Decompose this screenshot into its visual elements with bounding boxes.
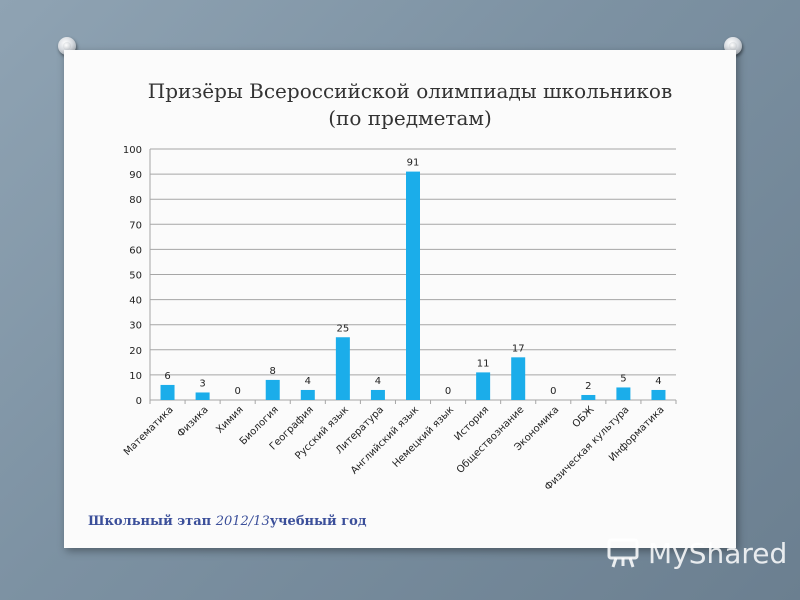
data-label: 0: [445, 386, 451, 397]
bar: [651, 389, 666, 400]
bar: [476, 372, 491, 400]
data-label: 6: [164, 371, 170, 382]
x-tick-label: Химия: [214, 404, 245, 435]
watermark: MyShared: [606, 533, 787, 573]
data-label: 91: [407, 158, 420, 169]
y-tick-label: 60: [129, 245, 142, 256]
y-tick-label: 80: [129, 195, 142, 206]
footer-prefix: Школьный этап: [88, 514, 212, 529]
bar: [511, 357, 526, 400]
chart-title-line2: (по предметам): [328, 106, 492, 130]
x-tick-label: Математика: [122, 404, 176, 458]
data-label: 3: [199, 378, 205, 389]
y-tick-label: 0: [136, 396, 142, 407]
data-label: 17: [512, 343, 525, 354]
bar: [581, 394, 596, 400]
x-tick-label: Обществознание: [455, 404, 527, 476]
data-label: 25: [336, 323, 349, 334]
bar: [300, 389, 315, 400]
footer-caption: Школьный этап 2012/13учебный год: [88, 514, 367, 529]
chart-title-line1: Призёры Всероссийской олимпиады школьник…: [147, 79, 673, 103]
y-tick-label: 20: [129, 346, 142, 357]
bar: [335, 337, 350, 400]
y-tick-label: 50: [129, 271, 142, 282]
data-label: 2: [585, 381, 591, 392]
bar: [616, 387, 631, 400]
data-label: 11: [477, 358, 490, 369]
y-tick-label: 70: [129, 220, 142, 231]
data-label: 0: [234, 386, 240, 397]
bar: [406, 171, 420, 400]
watermark-text: MyShared: [648, 536, 788, 570]
bar: [370, 389, 385, 400]
chart-title: Призёры Всероссийской олимпиады школьник…: [80, 78, 740, 132]
x-tick-label: Физика: [175, 404, 210, 439]
slide-card: [64, 50, 736, 548]
bar: [195, 392, 210, 400]
x-tick-label: ОБЖ: [571, 404, 597, 430]
bar: [160, 384, 175, 400]
bar: [265, 379, 280, 400]
y-tick-label: 100: [123, 145, 142, 156]
y-tick-label: 10: [129, 371, 142, 382]
data-label: 8: [270, 366, 276, 377]
x-tick-label: Английский язык: [349, 404, 421, 476]
x-tick-label: Немецкий язык: [391, 404, 457, 470]
footer-suffix: учебный год: [269, 514, 367, 529]
data-label: 5: [620, 373, 626, 384]
y-tick-label: 90: [129, 170, 142, 181]
data-label: 0: [550, 386, 556, 397]
footer-year: 2012/13: [215, 514, 270, 529]
data-label: 4: [375, 376, 381, 387]
y-tick-label: 40: [129, 296, 142, 307]
data-label: 4: [305, 376, 311, 387]
data-label: 4: [655, 376, 661, 387]
y-tick-label: 30: [129, 321, 142, 332]
presentation-board-icon: [607, 538, 639, 568]
